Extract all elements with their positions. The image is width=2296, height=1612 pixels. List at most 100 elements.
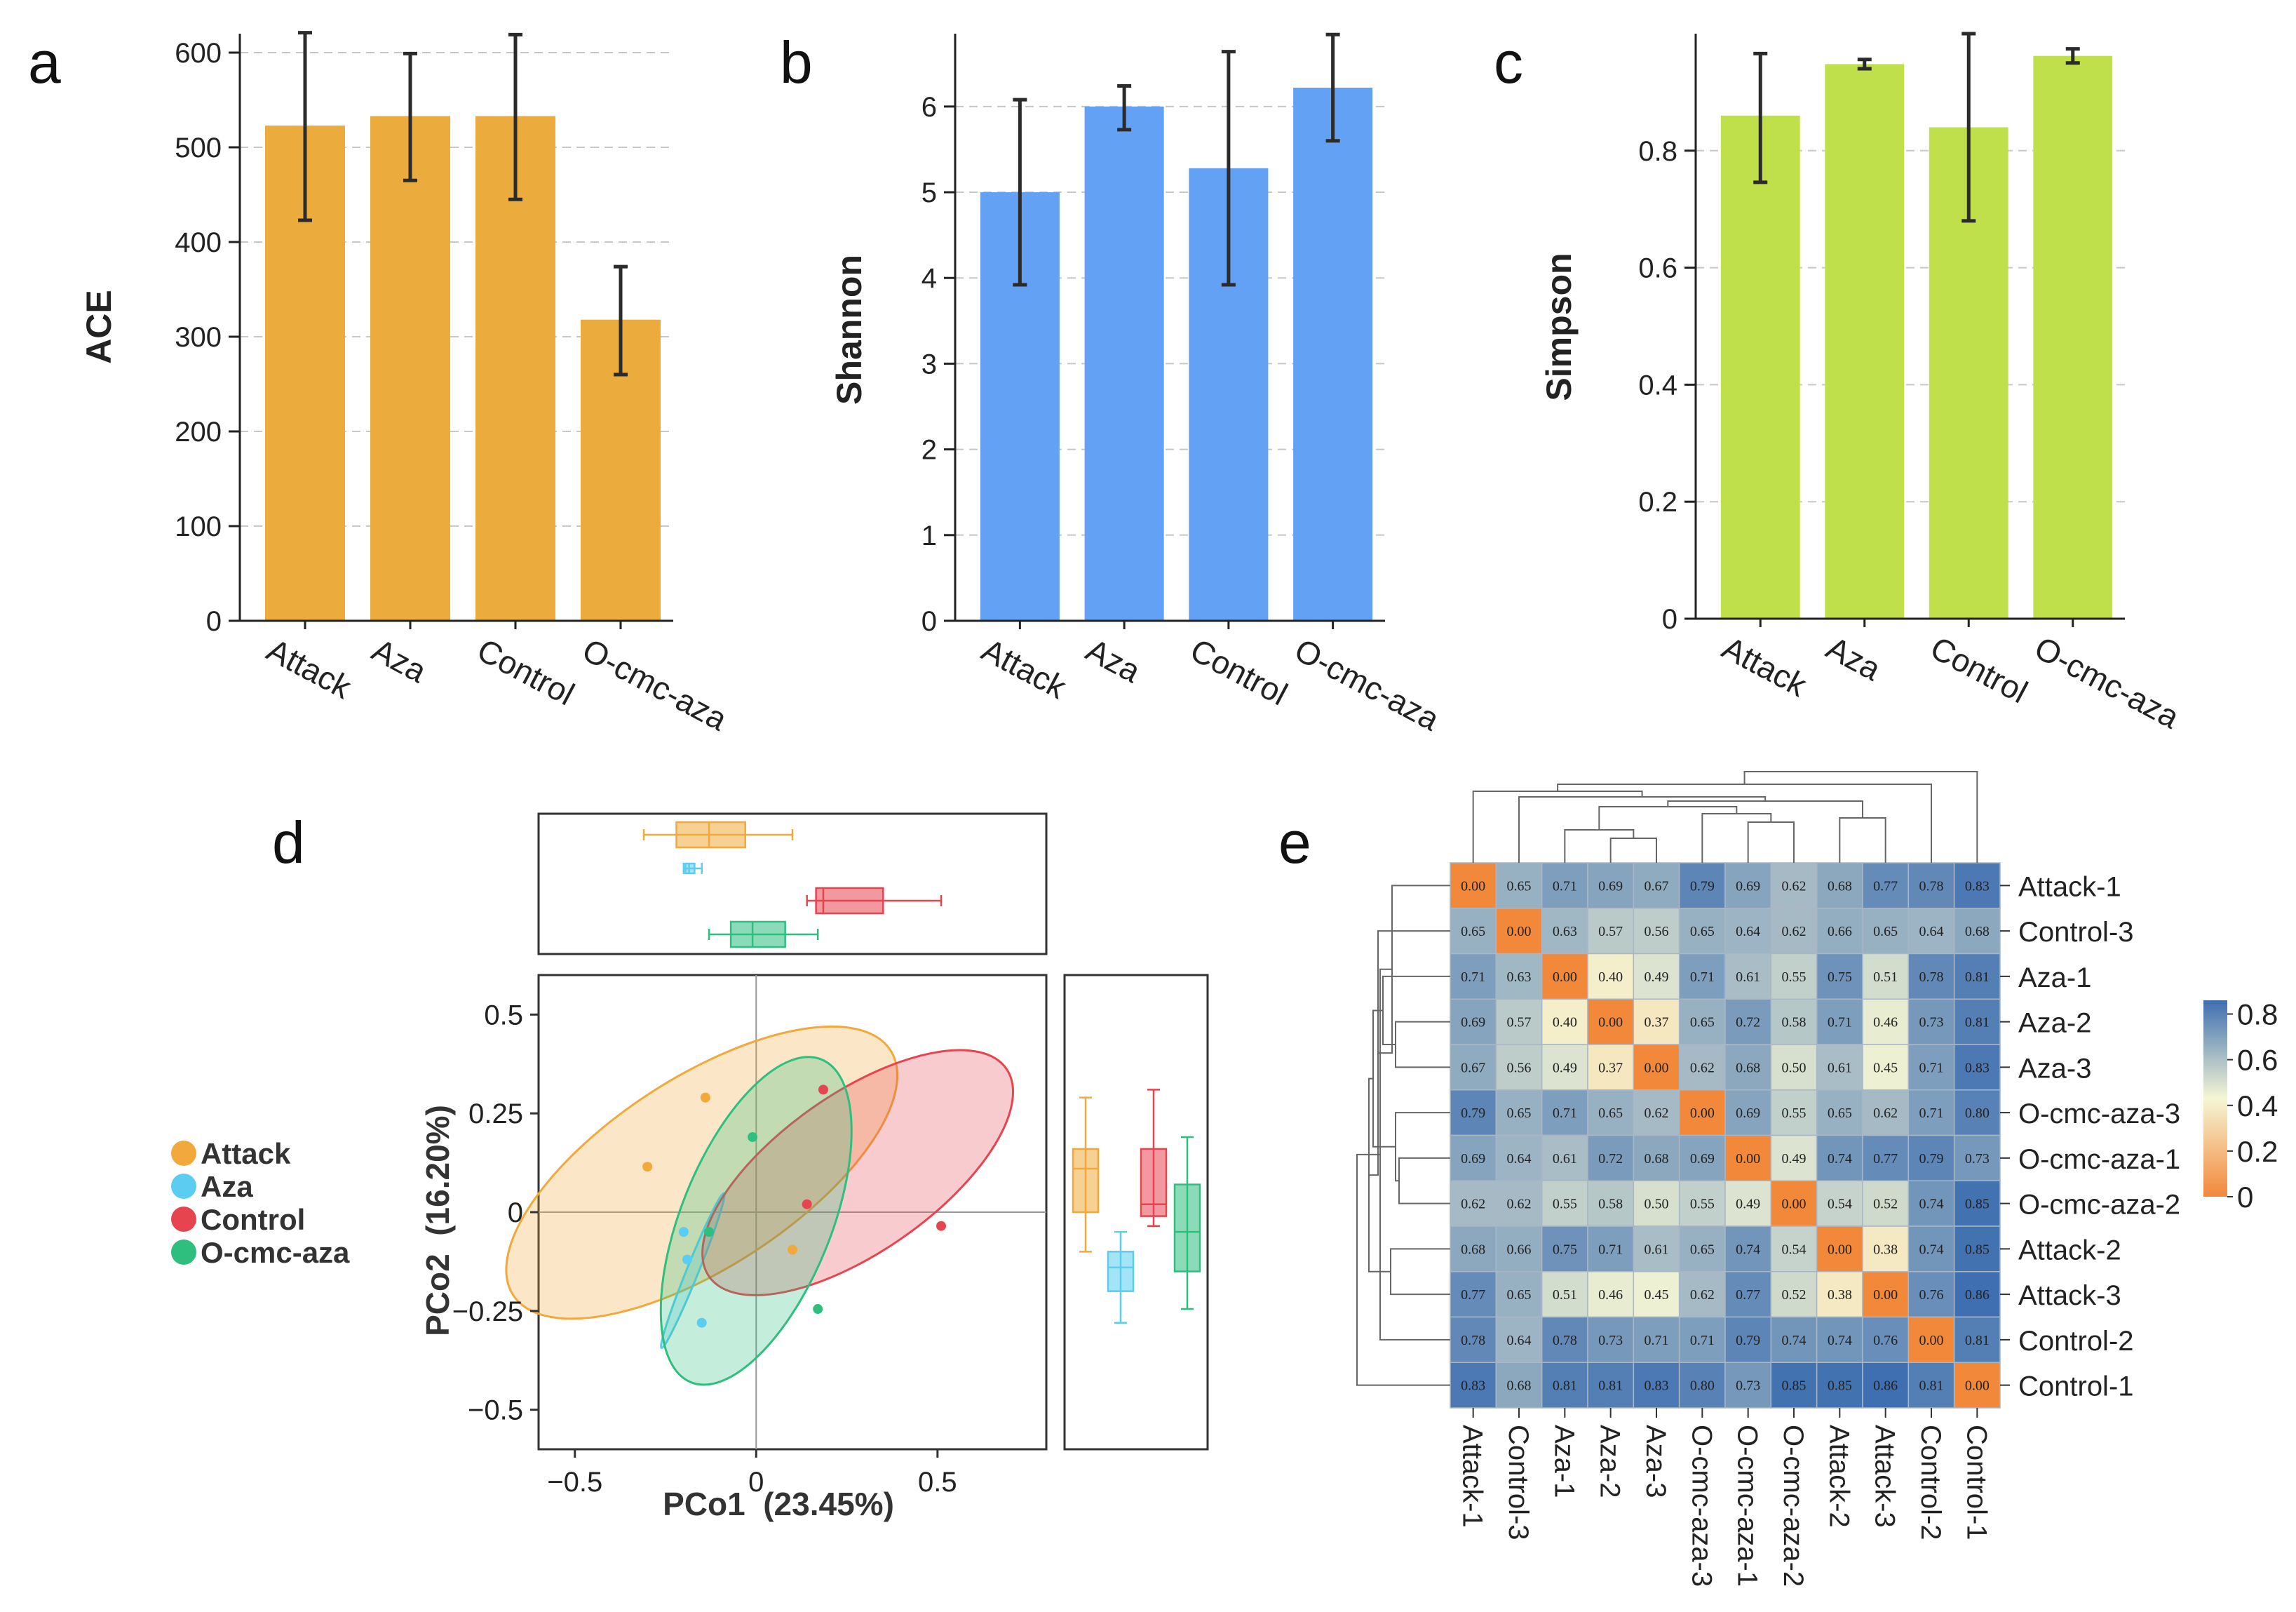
bar-b-aza <box>1084 106 1164 621</box>
heatmap-cell-0-8 <box>1816 862 1863 909</box>
heatmap-row-label-10: Control-2 <box>2018 1326 2134 1357</box>
heatmap-cell-value-0-0: 0.00 <box>1461 878 1485 894</box>
heatmap-cell-value-1-9: 0.65 <box>1873 924 1898 939</box>
heatmap-cell-1-6 <box>1724 908 1772 955</box>
y-tick-label-c-1: 0.2 <box>1638 487 1677 518</box>
heatmap-cell-8-4 <box>1633 1225 1680 1272</box>
heatmap-cell-value-6-2: 0.61 <box>1553 1151 1577 1167</box>
heatmap-cell-9-4 <box>1633 1271 1680 1318</box>
heatmap-cell-value-9-1: 0.65 <box>1507 1287 1532 1303</box>
top-box-aza <box>684 862 696 875</box>
panel-label-e: e <box>1278 810 1311 875</box>
heatmap-cell-value-0-9: 0.77 <box>1873 878 1898 894</box>
panel-d-pcoa-chart: −0.5 0 0.5 −0.5 −0.25 0 0.25 0.5 PCo1 (23.45%) PC… <box>171 812 1209 1522</box>
pcoa-y-tick-label-4: 0.5 <box>484 1000 523 1030</box>
heatmap-cell-value-0-8: 0.68 <box>1828 878 1852 894</box>
heatmap-cell-value-9-0: 0.77 <box>1461 1287 1485 1303</box>
heatmap-col-label-10: Control-2 <box>1915 1425 1946 1540</box>
heatmap-cell-0-1 <box>1495 862 1543 909</box>
heatmap-cell-6-1 <box>1495 1134 1543 1181</box>
heatmap-cell-1-0 <box>1450 908 1497 955</box>
colorbar-tick-label-4: 0.8 <box>2237 998 2278 1031</box>
heatmap-cell-7-2 <box>1541 1180 1588 1227</box>
heatmap-cell-value-7-2: 0.55 <box>1553 1197 1577 1212</box>
heatmap-cell-3-2 <box>1541 998 1588 1045</box>
heatmap-cell-value-0-3: 0.69 <box>1598 878 1623 894</box>
heatmap-cell-value-9-9: 0.00 <box>1873 1287 1898 1303</box>
heatmap-cell-value-6-10: 0.79 <box>1919 1151 1944 1167</box>
heatmap-cell-1-9 <box>1862 908 1910 955</box>
heatmap-cell-2-10 <box>1907 953 1955 1000</box>
heatmap-cell-value-0-5: 0.79 <box>1690 878 1715 894</box>
heatmap-cell-value-5-2: 0.71 <box>1553 1106 1577 1121</box>
heatmap-cell-value-4-4: 0.00 <box>1645 1060 1669 1075</box>
heatmap-cell-value-9-8: 0.38 <box>1828 1287 1852 1303</box>
x-tick-label-c-aza: Aza <box>1821 629 1887 687</box>
heatmap-cell-value-2-5: 0.71 <box>1690 969 1715 985</box>
top-box-control <box>815 887 884 915</box>
y-tick-label-c-0: 0 <box>1662 604 1677 635</box>
heatmap-cell-5-10 <box>1907 1089 1955 1136</box>
heatmap-cell-value-1-10: 0.64 <box>1919 924 1944 939</box>
pcoa-y-tick-label-3: 0.25 <box>468 1099 523 1129</box>
heatmap-cell-11-9 <box>1862 1362 1910 1409</box>
point-o-cmc-aza-1 <box>704 1227 715 1237</box>
heatmap-cell-3-6 <box>1724 998 1772 1045</box>
pcoa-y-tick-label-0: −0.5 <box>468 1395 523 1426</box>
y-tick-label-a-2: 200 <box>175 417 222 448</box>
heatmap-cell-7-9 <box>1862 1180 1910 1227</box>
heatmap-cell-8-10 <box>1907 1225 1955 1272</box>
heatmap-cell-value-8-6: 0.74 <box>1736 1242 1760 1257</box>
heatmap-cell-value-1-4: 0.56 <box>1645 924 1669 939</box>
heatmap-cell-value-5-6: 0.69 <box>1736 1106 1760 1121</box>
x-tick-label-c-o-cmc-aza: O-cmc-aza <box>2029 629 2185 736</box>
heatmap-cell-value-9-7: 0.52 <box>1782 1287 1807 1303</box>
heatmap-col-label-2: Aza-1 <box>1548 1425 1579 1498</box>
heatmap-cell-value-11-3: 0.81 <box>1598 1378 1623 1394</box>
heatmap-row-label-6: O-cmc-aza-1 <box>2018 1144 2180 1175</box>
heatmap-row-label-8: Attack-2 <box>2018 1235 2121 1265</box>
x-tick-label-b-control: Control <box>1184 631 1293 713</box>
heatmap-cell-value-5-3: 0.65 <box>1598 1106 1623 1121</box>
heatmap-cell-1-5 <box>1678 908 1726 955</box>
heatmap-cell-value-11-8: 0.85 <box>1828 1378 1852 1394</box>
heatmap-cell-value-11-10: 0.81 <box>1919 1378 1944 1394</box>
heatmap-col-label-9: Attack-3 <box>1870 1425 1900 1528</box>
heatmap-cell-4-8 <box>1816 1044 1863 1091</box>
row-dendrogram <box>1356 885 1450 1386</box>
heatmap-row-label-2: Aza-1 <box>2018 962 2092 993</box>
heatmap-cell-1-8 <box>1816 908 1863 955</box>
heatmap-cell-value-2-9: 0.51 <box>1873 969 1898 985</box>
heatmap-cell-value-3-5: 0.65 <box>1690 1015 1715 1030</box>
y-tick-label-a-5: 500 <box>175 133 222 163</box>
heatmap-cell-11-8 <box>1816 1362 1863 1409</box>
heatmap-cell-9-10 <box>1907 1271 1955 1318</box>
heatmap-cell-9-6 <box>1724 1271 1772 1318</box>
pcoa-x-tick-label-1: 0 <box>748 1467 764 1498</box>
heatmap-cell-value-1-11: 0.68 <box>1965 924 1990 939</box>
heatmap-cell-value-5-1: 0.65 <box>1507 1106 1532 1121</box>
bar-c-attack <box>1720 115 1800 619</box>
heatmap-cell-11-10 <box>1907 1362 1955 1409</box>
heatmap-cell-value-10-8: 0.74 <box>1828 1333 1852 1348</box>
x-tick-label-c-attack: Attack <box>1717 629 1814 704</box>
heatmap-cell-value-6-0: 0.69 <box>1461 1151 1485 1167</box>
heatmap-cell-11-7 <box>1770 1362 1818 1409</box>
heatmap-cell-10-4 <box>1633 1316 1680 1363</box>
right-box-control <box>1140 1148 1168 1217</box>
legend-marker-attack <box>171 1141 196 1166</box>
y-tick-label-c-3: 0.6 <box>1638 253 1677 284</box>
heatmap-cell-value-0-1: 0.65 <box>1507 878 1532 894</box>
heatmap-cell-value-9-6: 0.77 <box>1736 1287 1760 1303</box>
heatmap-cell-value-7-0: 0.62 <box>1461 1197 1485 1212</box>
heatmap-cell-1-3 <box>1587 908 1635 955</box>
heatmap-cell-6-4 <box>1633 1134 1680 1181</box>
top-box-o-cmc-aza <box>729 920 786 948</box>
heatmap-cell-value-3-2: 0.40 <box>1553 1015 1577 1030</box>
heatmap-cell-value-4-8: 0.61 <box>1828 1060 1852 1075</box>
legend-label-attack: Attack <box>201 1137 291 1170</box>
heatmap-cell-value-6-7: 0.49 <box>1782 1151 1807 1167</box>
right-box-attack <box>1072 1148 1100 1214</box>
